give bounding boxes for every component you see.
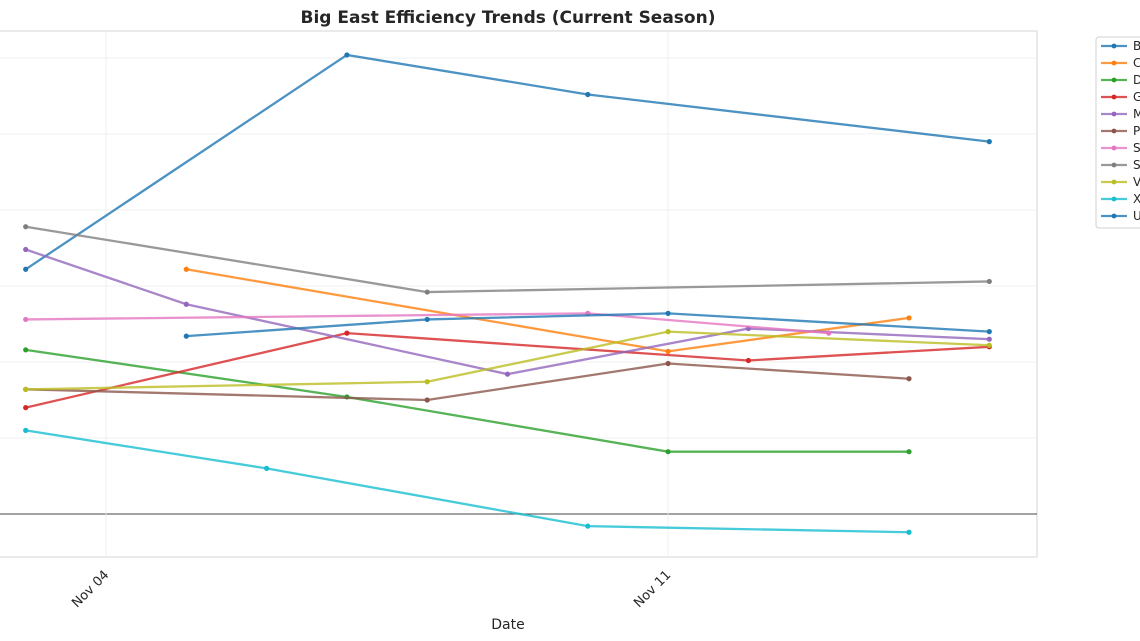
legend-item: M bbox=[1101, 107, 1140, 121]
data-point bbox=[23, 224, 29, 230]
legend-label: S bbox=[1133, 158, 1140, 172]
data-point bbox=[906, 529, 912, 535]
legend bbox=[1095, 36, 1140, 229]
legend-label: B bbox=[1133, 39, 1140, 53]
data-point bbox=[23, 347, 29, 353]
plot-area bbox=[0, 30, 1038, 558]
legend-label: V bbox=[1133, 175, 1140, 189]
data-point bbox=[183, 301, 189, 307]
svg-text:Nov 11: Nov 11 bbox=[631, 568, 674, 611]
legend-item: U bbox=[1101, 209, 1140, 223]
data-point bbox=[745, 357, 752, 364]
legend-item: G bbox=[1101, 90, 1140, 104]
legend-marker bbox=[1111, 43, 1117, 49]
x-tick-label: Nov 04 bbox=[69, 568, 112, 611]
data-point bbox=[504, 371, 511, 377]
legend-label: U bbox=[1133, 209, 1140, 223]
data-point bbox=[424, 397, 430, 403]
data-point bbox=[424, 379, 430, 385]
legend-label: X bbox=[1133, 192, 1140, 206]
legend-item: B bbox=[1101, 39, 1140, 53]
legend-item: P bbox=[1101, 124, 1140, 138]
data-point bbox=[585, 91, 591, 98]
legend-marker bbox=[1111, 111, 1117, 117]
data-point bbox=[344, 52, 350, 58]
data-point bbox=[264, 465, 270, 471]
series-u-10 bbox=[183, 310, 992, 339]
legend-label: M bbox=[1133, 107, 1140, 121]
data-point bbox=[906, 315, 912, 321]
legend-item: X bbox=[1101, 192, 1140, 206]
legend-item: D bbox=[1101, 73, 1140, 87]
series-line bbox=[25, 362, 910, 402]
data-point bbox=[23, 316, 29, 323]
data-point bbox=[986, 342, 992, 348]
legend-item: V bbox=[1101, 175, 1140, 189]
data-point bbox=[665, 310, 671, 316]
series-line bbox=[25, 330, 990, 391]
data-point bbox=[23, 427, 29, 433]
data-point bbox=[665, 449, 671, 455]
legend-label: G bbox=[1133, 90, 1140, 104]
data-point bbox=[665, 348, 671, 354]
svg-text:Nov 04: Nov 04 bbox=[69, 568, 112, 611]
x-tick-label: Nov 11 bbox=[631, 568, 674, 611]
legend-marker bbox=[1111, 213, 1117, 219]
data-point bbox=[986, 278, 992, 285]
x-axis-label: Date bbox=[491, 617, 524, 633]
data-point bbox=[23, 246, 29, 253]
series-s-7 bbox=[23, 224, 992, 295]
data-point bbox=[826, 330, 832, 336]
data-point bbox=[183, 266, 189, 272]
legend-marker bbox=[1111, 60, 1117, 66]
series-line bbox=[186, 312, 990, 338]
legend-marker bbox=[1111, 145, 1117, 151]
series-v-8 bbox=[23, 329, 992, 392]
legend-item: S bbox=[1101, 158, 1140, 172]
legend-marker bbox=[1111, 128, 1117, 134]
series-c-1 bbox=[183, 266, 912, 354]
data-point bbox=[665, 329, 671, 335]
data-point bbox=[585, 523, 591, 529]
legend-marker bbox=[1111, 94, 1117, 100]
series-b-0 bbox=[23, 52, 992, 272]
legend-marker bbox=[1111, 179, 1117, 185]
data-point bbox=[344, 330, 350, 336]
series-line bbox=[25, 53, 990, 271]
legend-label: P bbox=[1133, 124, 1140, 138]
series-line bbox=[25, 429, 910, 534]
series-x-9 bbox=[23, 427, 912, 535]
data-point bbox=[986, 139, 992, 145]
data-point bbox=[23, 386, 29, 392]
legend-item: S bbox=[1101, 141, 1140, 155]
data-point bbox=[906, 376, 912, 382]
data-point bbox=[183, 333, 189, 339]
chart-title: Big East Efficiency Trends (Current Seas… bbox=[301, 8, 716, 28]
data-point bbox=[23, 405, 29, 411]
legend-marker bbox=[1111, 196, 1117, 202]
data-point bbox=[665, 360, 671, 367]
legend-label: S bbox=[1133, 141, 1140, 155]
legend-label: D bbox=[1133, 73, 1140, 87]
data-point bbox=[986, 329, 992, 335]
legend-marker bbox=[1111, 77, 1117, 83]
series-line bbox=[25, 348, 909, 453]
legend-label: C bbox=[1133, 56, 1140, 70]
legend-item: C bbox=[1101, 56, 1140, 70]
legend-marker bbox=[1111, 162, 1117, 168]
data-point bbox=[906, 449, 912, 455]
series-line bbox=[25, 331, 990, 409]
data-point bbox=[986, 336, 992, 342]
data-point bbox=[424, 316, 430, 323]
data-point bbox=[23, 266, 29, 272]
series-group bbox=[23, 52, 992, 535]
data-point bbox=[424, 289, 430, 295]
